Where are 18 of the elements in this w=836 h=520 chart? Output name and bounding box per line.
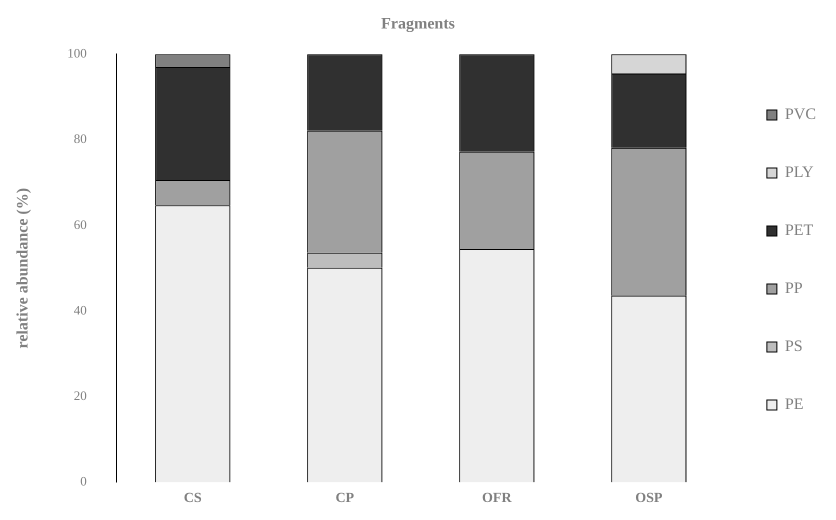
legend-label: PET: [784, 222, 814, 240]
y-tick-label: 60: [74, 216, 87, 232]
x-tick-label: CP: [335, 491, 355, 506]
y-tick-label: 0: [80, 474, 87, 489]
x-tick-label: OFR: [482, 491, 512, 506]
legend-label: PLY: [784, 164, 814, 182]
legend-label: PP: [784, 280, 803, 298]
x-tick-label: OSP: [635, 491, 663, 506]
chart-title: Fragments: [381, 16, 455, 33]
y-tick-label: 20: [74, 388, 87, 404]
y-tick-label: 80: [74, 131, 87, 146]
y-axis-title: relative abundance (%): [14, 188, 32, 348]
legend-label: PVC: [784, 106, 816, 124]
x-tick-label: CS: [184, 491, 202, 506]
legend-label: PE: [784, 396, 804, 414]
y-tick-label: 40: [74, 302, 87, 318]
legend-label: PS: [784, 338, 803, 356]
y-tick-label: 100: [67, 46, 87, 61]
